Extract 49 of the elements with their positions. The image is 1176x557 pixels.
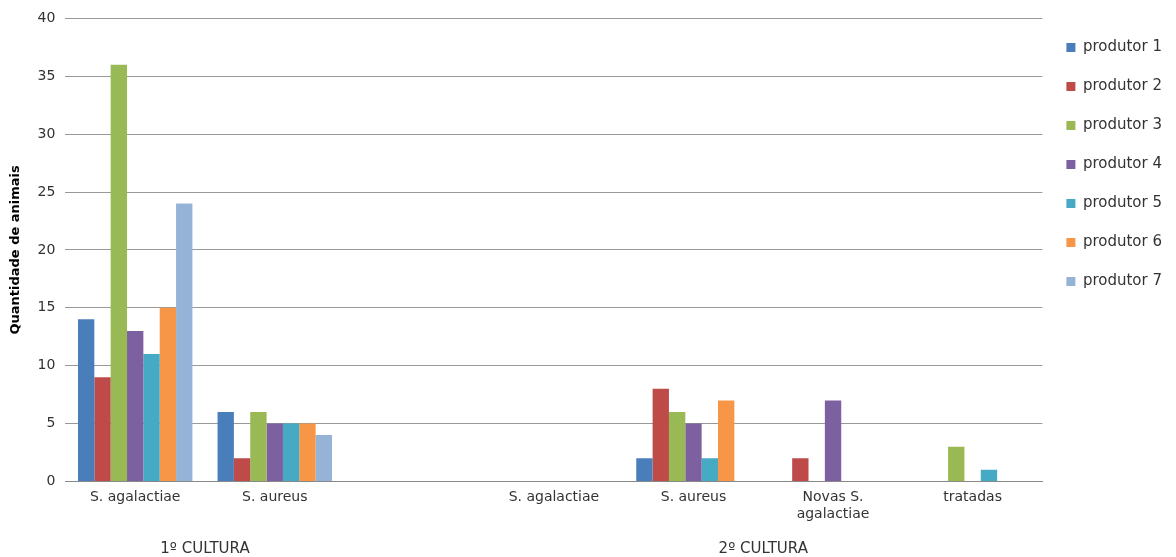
bar	[77, 319, 95, 481]
bar	[701, 458, 718, 481]
text: 1º CULTURA	[160, 539, 251, 557]
y-tick-label: 25	[37, 182, 56, 199]
y-tick-label: 35	[37, 66, 56, 83]
legend-label: produtor 3	[1082, 115, 1163, 134]
x-tick-label: S. agalactiae	[508, 488, 600, 505]
bar	[315, 435, 332, 481]
bar	[282, 423, 300, 481]
legend-label: produtor 2	[1082, 76, 1163, 95]
y-tick-label: 40	[37, 9, 56, 26]
bar	[824, 400, 842, 481]
bar	[127, 330, 144, 481]
bar	[266, 423, 283, 481]
x-tick-label: S. aureus	[660, 488, 727, 505]
y-tick-label: 15	[37, 298, 56, 315]
y-tick-label: 20	[37, 240, 56, 257]
legend-label: produtor 5	[1082, 193, 1163, 212]
y-tick-label: 30	[37, 124, 56, 141]
bar	[980, 469, 998, 481]
bar	[94, 377, 111, 481]
bar	[685, 423, 702, 481]
bar	[250, 411, 267, 481]
y-tick-label: 10	[37, 356, 56, 373]
bar	[299, 423, 316, 481]
x-tick-label: S. agalactiae	[89, 488, 181, 505]
bar	[143, 354, 160, 481]
bar	[652, 388, 669, 481]
x-tick-label: Novas S. agalactiae	[796, 488, 870, 522]
bar	[217, 411, 234, 481]
legend-label: produtor 6	[1082, 232, 1163, 251]
bar	[792, 458, 809, 481]
bar	[110, 64, 128, 481]
legend-label: produtor 7	[1082, 271, 1163, 290]
y-tick-label: 5	[46, 414, 56, 431]
bar	[636, 458, 653, 481]
bar	[668, 411, 686, 481]
text: 2º CULTURA	[718, 539, 809, 557]
bar	[948, 446, 965, 481]
bar	[233, 458, 251, 481]
y-tick-label: 0	[46, 472, 56, 489]
bar	[176, 203, 193, 481]
bar	[159, 307, 177, 481]
x-tick-label: tratadas	[943, 488, 1002, 505]
legend-label: produtor 4	[1082, 154, 1163, 173]
bar	[718, 400, 735, 481]
legend-label: produtor 1	[1082, 37, 1163, 56]
y-axis-title: Quantidade de animais	[7, 164, 23, 335]
x-tick-label: S. aureus	[242, 488, 308, 505]
